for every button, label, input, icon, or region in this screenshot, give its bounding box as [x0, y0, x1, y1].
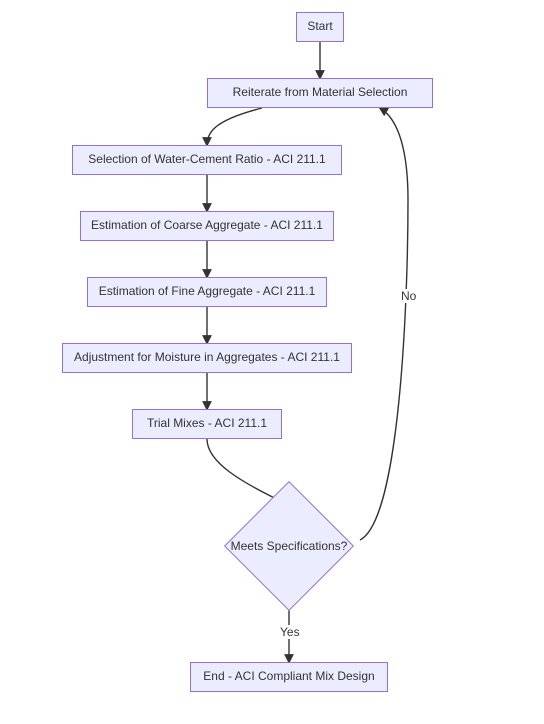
node-fine: Estimation of Fine Aggregate - ACI 211.1: [87, 277, 327, 307]
node-decision: Meets Specifications?: [218, 475, 360, 617]
edge-label-yes: Yes: [278, 625, 302, 639]
node-start: Start: [296, 12, 344, 42]
node-coarse: Estimation of Coarse Aggregate - ACI 211…: [80, 211, 334, 241]
node-start-label: Start: [307, 19, 332, 35]
node-trial-label: Trial Mixes - ACI 211.1: [147, 416, 267, 432]
node-wc: Selection of Water-Cement Ratio - ACI 21…: [72, 145, 342, 175]
node-reiterate: Reiterate from Material Selection: [207, 78, 433, 108]
node-fine-label: Estimation of Fine Aggregate - ACI 211.1: [99, 284, 316, 300]
node-coarse-label: Estimation of Coarse Aggregate - ACI 211…: [91, 218, 323, 234]
node-end-label: End - ACI Compliant Mix Design: [203, 669, 374, 685]
node-end: End - ACI Compliant Mix Design: [190, 662, 388, 692]
node-moisture-label: Adjustment for Moisture in Aggregates - …: [74, 350, 340, 366]
node-wc-label: Selection of Water-Cement Ratio - ACI 21…: [88, 152, 325, 168]
node-reiterate-label: Reiterate from Material Selection: [233, 85, 408, 101]
node-moisture: Adjustment for Moisture in Aggregates - …: [62, 343, 352, 373]
edge-label-no: No: [399, 289, 418, 303]
node-trial: Trial Mixes - ACI 211.1: [132, 409, 282, 439]
